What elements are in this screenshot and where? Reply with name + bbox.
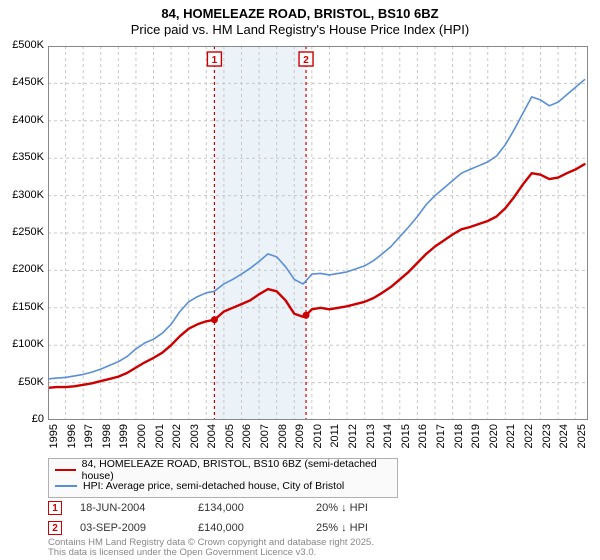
x-tick-label: 1996 bbox=[66, 424, 78, 454]
x-tick-label: 2000 bbox=[136, 424, 148, 454]
legend-label-property: 84, HOMELEAZE ROAD, BRISTOL, BS10 6BZ (s… bbox=[82, 458, 391, 482]
x-tick-label: 2016 bbox=[417, 424, 429, 454]
sale-date-1: 18-JUN-2004 bbox=[80, 502, 180, 514]
legend-item-property: 84, HOMELEAZE ROAD, BRISTOL, BS10 6BZ (s… bbox=[55, 462, 391, 478]
legend-swatch-hpi bbox=[55, 485, 77, 487]
sale-row-1: 1 18-JUN-2004 £134,000 20% ↓ HPI bbox=[48, 498, 416, 518]
x-tick-label: 2022 bbox=[523, 424, 535, 454]
sale-row-2: 2 03-SEP-2009 £140,000 25% ↓ HPI bbox=[48, 518, 416, 538]
x-tick-label: 2011 bbox=[329, 424, 341, 454]
y-tick-label: £450K bbox=[2, 76, 44, 88]
sale-price-2: £140,000 bbox=[198, 522, 298, 534]
title-address: 84, HOMELEAZE ROAD, BRISTOL, BS10 6BZ bbox=[0, 6, 600, 22]
x-tick-label: 1998 bbox=[101, 424, 113, 454]
y-tick-label: £200K bbox=[2, 263, 44, 275]
y-tick-label: £100K bbox=[2, 338, 44, 350]
legend-box: 84, HOMELEAZE ROAD, BRISTOL, BS10 6BZ (s… bbox=[48, 458, 398, 498]
x-tick-label: 2024 bbox=[558, 424, 570, 454]
figure-container: 84, HOMELEAZE ROAD, BRISTOL, BS10 6BZ Pr… bbox=[0, 0, 600, 560]
x-tick-label: 2001 bbox=[154, 424, 166, 454]
title-block: 84, HOMELEAZE ROAD, BRISTOL, BS10 6BZ Pr… bbox=[0, 0, 600, 39]
x-tick-label: 2005 bbox=[224, 424, 236, 454]
x-tick-label: 2018 bbox=[453, 424, 465, 454]
x-tick-label: 2020 bbox=[488, 424, 500, 454]
x-tick-label: 2002 bbox=[171, 424, 183, 454]
sale-rows: 1 18-JUN-2004 £134,000 20% ↓ HPI 2 03-SE… bbox=[48, 498, 416, 538]
x-tick-label: 2003 bbox=[189, 424, 201, 454]
y-tick-label: £50K bbox=[2, 376, 44, 388]
legend-label-hpi: HPI: Average price, semi-detached house,… bbox=[83, 480, 344, 492]
x-tick-label: 1997 bbox=[83, 424, 95, 454]
legend-swatch-property bbox=[55, 469, 76, 471]
chart-area: 12 bbox=[48, 46, 588, 420]
sale-marker-2: 2 bbox=[48, 521, 62, 535]
footer: Contains HM Land Registry data © Crown c… bbox=[48, 538, 374, 559]
sale-date-2: 03-SEP-2009 bbox=[80, 522, 180, 534]
y-tick-label: £350K bbox=[2, 151, 44, 163]
svg-text:2: 2 bbox=[303, 55, 309, 66]
x-tick-label: 2006 bbox=[241, 424, 253, 454]
x-tick-label: 2009 bbox=[294, 424, 306, 454]
x-tick-label: 2013 bbox=[365, 424, 377, 454]
svg-text:1: 1 bbox=[212, 55, 218, 66]
x-tick-label: 2017 bbox=[435, 424, 447, 454]
x-tick-label: 2021 bbox=[505, 424, 517, 454]
x-tick-label: 2014 bbox=[382, 424, 394, 454]
legend-item-hpi: HPI: Average price, semi-detached house,… bbox=[55, 478, 391, 494]
x-tick-label: 2023 bbox=[541, 424, 553, 454]
y-tick-label: £150K bbox=[2, 301, 44, 313]
x-tick-label: 2008 bbox=[277, 424, 289, 454]
x-tick-label: 1995 bbox=[48, 424, 60, 454]
x-tick-label: 2010 bbox=[312, 424, 324, 454]
sale-price-1: £134,000 bbox=[198, 502, 298, 514]
x-tick-label: 2004 bbox=[206, 424, 218, 454]
y-tick-label: £0 bbox=[2, 413, 44, 425]
x-tick-label: 2012 bbox=[347, 424, 359, 454]
sale-diff-1: 20% ↓ HPI bbox=[316, 502, 416, 514]
x-tick-label: 2019 bbox=[470, 424, 482, 454]
sale-marker-1: 1 bbox=[48, 501, 62, 515]
title-subtitle: Price paid vs. HM Land Registry's House … bbox=[0, 22, 600, 38]
y-tick-label: £400K bbox=[2, 114, 44, 126]
x-tick-label: 2025 bbox=[576, 424, 588, 454]
chart-svg: 12 bbox=[48, 46, 588, 420]
x-tick-label: 2007 bbox=[259, 424, 271, 454]
y-tick-label: £250K bbox=[2, 226, 44, 238]
x-tick-label: 2015 bbox=[400, 424, 412, 454]
y-tick-label: £300K bbox=[2, 189, 44, 201]
footer-line2: This data is licensed under the Open Gov… bbox=[48, 548, 374, 558]
x-tick-label: 1999 bbox=[118, 424, 130, 454]
sale-diff-2: 25% ↓ HPI bbox=[316, 522, 416, 534]
y-tick-label: £500K bbox=[2, 39, 44, 51]
